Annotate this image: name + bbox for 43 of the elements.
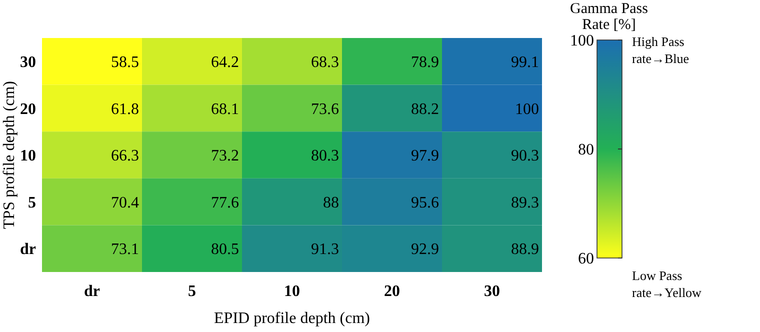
- data-label: 58.5: [111, 54, 139, 71]
- color-bar-label: 100: [570, 32, 594, 50]
- data-label: 61.8: [111, 100, 139, 118]
- data-label: 88: [323, 194, 339, 212]
- data-label: 66.3: [111, 148, 139, 165]
- data-label: 80.3: [311, 148, 339, 165]
- text: Low Pass rate→Yellow: [632, 268, 702, 300]
- data-label: 73.6: [311, 100, 339, 118]
- data-label: 68.1: [211, 100, 239, 118]
- data-label: 68.3: [311, 54, 339, 71]
- data-label: 78.9: [411, 54, 439, 71]
- data-label: 73.2: [211, 148, 239, 165]
- y-tick-label: 10: [20, 148, 36, 165]
- data-label: 97.9: [411, 148, 439, 165]
- data-label: 77.6: [211, 194, 239, 212]
- data-label: 89.3: [511, 194, 539, 212]
- y-tick-label: 5: [28, 194, 36, 212]
- x-tick-label: 10: [284, 283, 300, 300]
- y-tick-label: dr: [20, 241, 36, 258]
- data-label: 73.1: [111, 241, 139, 258]
- data-label: 70.4: [111, 194, 139, 212]
- data-label: 80.5: [211, 241, 239, 258]
- data-label: 95.6: [411, 194, 439, 212]
- text: High Pass rate→Blue: [632, 34, 690, 66]
- x-tick-label: 5: [188, 283, 196, 300]
- x-axis-title: EPID profile depth (cm): [214, 310, 370, 327]
- color-bar-label: 80: [578, 142, 594, 159]
- x-tick-label: 20: [384, 283, 400, 300]
- data-label: 91.3: [311, 241, 339, 258]
- data-label: 88.2: [411, 100, 439, 118]
- x-tick-label: dr: [84, 283, 100, 300]
- data-label: 92.9: [411, 241, 439, 258]
- data-label: 64.2: [211, 54, 239, 71]
- data-label: 90.3: [511, 148, 539, 165]
- data-label: 88.9: [511, 241, 539, 258]
- color-bar-label: 60: [578, 250, 594, 268]
- y-tick-label: 20: [20, 100, 36, 118]
- color-bar-title: Gamma Pass Rate [%]: [570, 1, 648, 33]
- y-tick-label: 30: [20, 54, 36, 71]
- x-tick-label: 30: [484, 283, 500, 300]
- data-label: 99.1: [511, 54, 539, 71]
- y-axis-title: TPS profile depth (cm): [1, 81, 18, 229]
- data-label: 100: [515, 100, 539, 118]
